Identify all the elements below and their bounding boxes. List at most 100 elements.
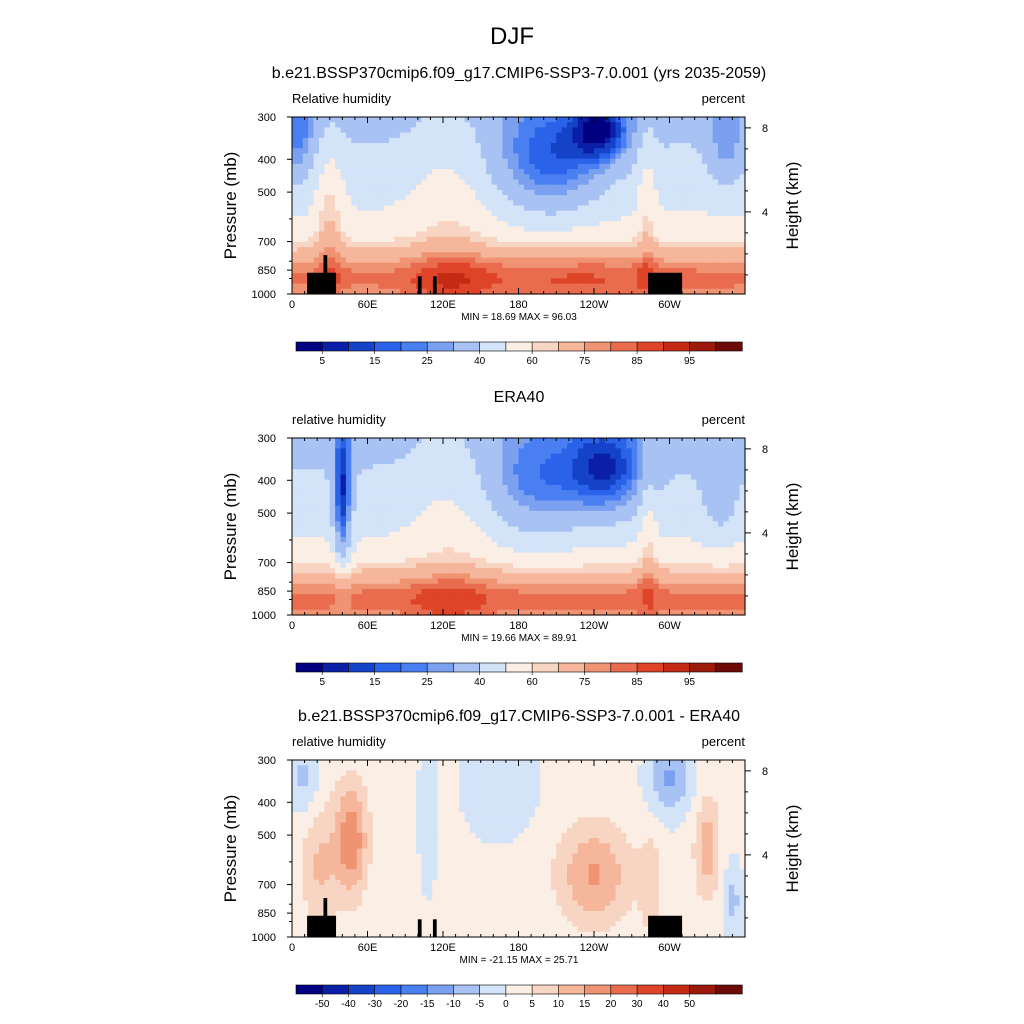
heatmap-cell	[480, 247, 487, 253]
heatmap-cell	[372, 526, 379, 533]
heatmap-cell	[437, 438, 444, 444]
heatmap-cell	[318, 536, 325, 543]
heatmap-cell	[491, 453, 498, 460]
heatmap-cell	[394, 278, 401, 285]
heatmap-cell	[626, 247, 633, 253]
heatmap-cell	[696, 469, 703, 476]
heatmap-cell	[426, 484, 433, 491]
heatmap-cell	[399, 484, 406, 491]
heatmap-cell	[550, 288, 557, 295]
heatmap-cell	[540, 443, 547, 450]
heatmap-cell	[518, 464, 525, 470]
heatmap-cell	[443, 500, 449, 507]
heatmap-cell	[567, 453, 574, 460]
heatmap-cell	[550, 453, 557, 460]
heatmap-cell	[378, 117, 385, 123]
heatmap-cell	[405, 495, 412, 502]
heatmap-cell	[453, 122, 460, 129]
heatmap-cell	[507, 505, 514, 512]
heatmap-cell	[615, 464, 622, 470]
heatmap-cell	[583, 283, 590, 290]
heatmap-cell	[459, 526, 466, 533]
heatmap-cell	[297, 267, 304, 274]
heatmap-cell	[680, 500, 687, 507]
heatmap-cell	[416, 531, 423, 538]
heatmap-cell	[469, 137, 476, 144]
heatmap-cell	[734, 448, 741, 455]
heatmap-cell	[410, 443, 417, 450]
heatmap-cell	[378, 453, 385, 460]
heatmap-cell	[496, 267, 503, 274]
heatmap-cell	[680, 267, 687, 274]
heatmap-cell	[378, 490, 385, 496]
heatmap-cell	[448, 163, 455, 170]
heatmap-cell	[518, 443, 525, 450]
heatmap-cell	[550, 443, 557, 450]
heatmap-cell	[669, 247, 676, 253]
heatmap-cell	[448, 490, 455, 496]
heatmap-cell	[383, 148, 390, 155]
heatmap-cell	[421, 226, 428, 233]
heatmap-cell	[561, 495, 568, 502]
heatmap-cell	[556, 510, 563, 517]
heatmap-cell	[394, 469, 401, 476]
heatmap-cell	[604, 438, 611, 444]
heatmap-cell	[378, 267, 385, 274]
heatmap-cell	[701, 484, 708, 491]
heatmap-cell	[712, 464, 719, 470]
heatmap-cell	[405, 189, 412, 196]
heatmap-cell	[335, 117, 342, 123]
y-tick-label: 700	[258, 237, 276, 249]
heatmap-cell	[588, 200, 595, 207]
heatmap-cell	[367, 231, 374, 238]
heatmap-cell	[534, 552, 541, 559]
heatmap-cell	[356, 469, 363, 476]
heatmap-cell	[394, 474, 401, 481]
heatmap-cell	[416, 443, 423, 450]
heatmap-cell	[486, 117, 493, 123]
heatmap-cell	[345, 267, 352, 274]
heatmap-cell	[658, 148, 665, 155]
heatmap-cell	[351, 490, 358, 496]
heatmap-cell	[680, 200, 687, 207]
heatmap-cell	[302, 127, 309, 134]
heatmap-cell	[313, 505, 320, 512]
heatmap-cell	[372, 169, 379, 175]
heatmap-cell	[464, 438, 471, 444]
heatmap-cell	[567, 148, 574, 155]
heatmap-cell	[588, 184, 595, 191]
heatmap-cell	[696, 505, 703, 512]
heatmap-cell	[399, 526, 406, 533]
heatmap-cell	[567, 458, 574, 465]
heatmap-cell	[577, 283, 584, 290]
heatmap-cell	[674, 137, 681, 144]
heatmap-cell	[480, 189, 487, 196]
heatmap-cell	[513, 490, 520, 496]
heatmap-cell	[626, 552, 633, 559]
heatmap-cell	[345, 117, 352, 123]
heatmap-cell	[523, 443, 530, 450]
heatmap-cell	[345, 184, 352, 191]
heatmap-cell	[302, 479, 309, 486]
heatmap-cell	[399, 469, 406, 476]
heatmap-cell	[351, 526, 358, 533]
heatmap-cell	[351, 195, 358, 201]
heatmap-cell	[324, 117, 331, 123]
heatmap-cell	[351, 189, 358, 196]
heatmap-cell	[723, 257, 730, 264]
heatmap-cell	[453, 236, 460, 243]
heatmap-cell	[383, 479, 390, 486]
heatmap-cell	[669, 174, 676, 181]
heatmap-cell	[577, 521, 584, 528]
heatmap-cell	[545, 200, 552, 207]
heatmap-cell	[728, 552, 735, 559]
heatmap-cell	[443, 200, 449, 207]
heatmap-cell	[696, 231, 703, 238]
heatmap-cell	[362, 117, 369, 123]
heatmap-cell	[615, 163, 622, 170]
heatmap-cell	[324, 122, 331, 129]
heatmap-cell	[421, 179, 428, 186]
heatmap-cell	[335, 210, 342, 217]
heatmap-cell	[691, 469, 698, 476]
heatmap-cell	[642, 236, 649, 243]
